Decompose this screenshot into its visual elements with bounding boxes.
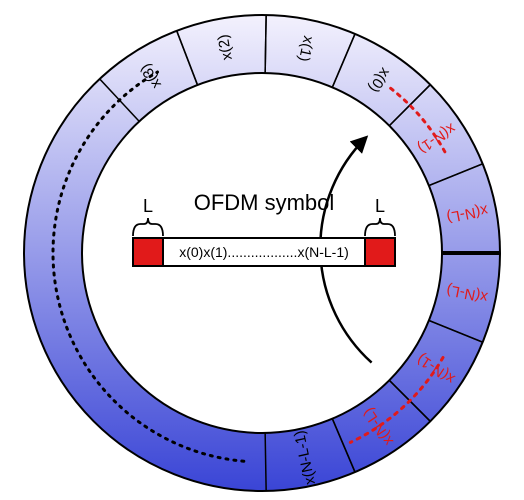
sector-divider	[265, 433, 266, 491]
payload-text: x(0)x(1)..................x(N-L-1)	[179, 244, 349, 260]
brace-icon	[365, 218, 395, 236]
suffix-cap	[365, 238, 395, 266]
brace-L-label: L	[375, 196, 385, 216]
center-symbol-box: OFDM symbol L Lx(0)x(1)..................x…	[133, 190, 395, 266]
ofdm-cyclic-diagram: x(N-L)x(N-1)x(N-1)x(N-L)x(0)x(1)x(2)x(3)…	[0, 0, 524, 500]
brace-icon	[133, 218, 163, 236]
sector-divider	[265, 15, 266, 73]
prefix-cap	[133, 238, 163, 266]
brace-L-label: L	[143, 196, 153, 216]
ofdm-title-label: OFDM symbol	[194, 190, 335, 215]
